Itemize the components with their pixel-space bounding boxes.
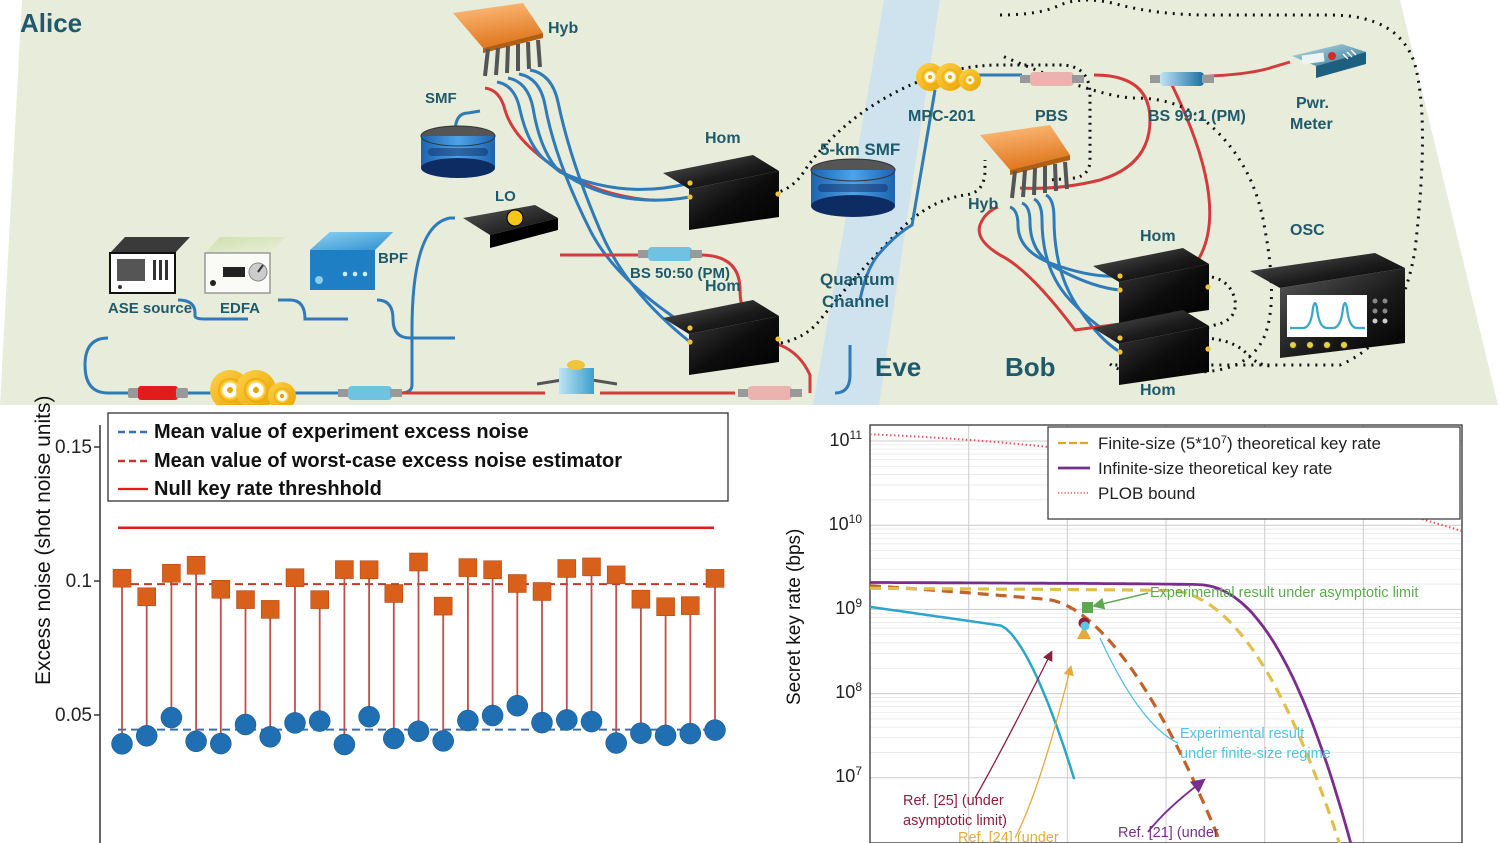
svg-text:PLOB bound: PLOB bound	[1098, 484, 1195, 503]
svg-text:1011: 1011	[830, 428, 863, 450]
svg-text:asymptotic limit): asymptotic limit)	[903, 813, 1007, 829]
svg-text:Ref. [25] (under: Ref. [25] (under	[903, 793, 1004, 809]
svg-text:109: 109	[835, 596, 862, 618]
svg-text:Ref. [21] (under: Ref. [21] (under	[1118, 825, 1219, 841]
svg-text:0.15: 0.15	[55, 437, 92, 458]
svg-text:Infinite-size theoretical key: Infinite-size theoretical key rate	[1098, 459, 1332, 478]
svg-text:Experimental result: Experimental result	[1180, 726, 1304, 742]
svg-text:0.05: 0.05	[55, 705, 92, 726]
svg-text:Finite-size (5*107) theoretica: Finite-size (5*107) theoretical key rate	[1098, 434, 1381, 453]
svg-text:Experimental result under asym: Experimental result under asymptotic lim…	[1150, 585, 1418, 601]
svg-text:107: 107	[835, 764, 862, 786]
svg-text:Null key rate threshhold: Null key rate threshhold	[154, 478, 382, 500]
svg-text:under finite-size regime: under finite-size regime	[1180, 746, 1331, 762]
svg-text:Ref. [24] (under: Ref. [24] (under	[958, 830, 1059, 843]
svg-text:Mean value of worst-case exces: Mean value of worst-case excess noise es…	[154, 450, 622, 472]
svg-text:1010: 1010	[829, 512, 863, 534]
svg-text:0.1: 0.1	[66, 571, 92, 592]
svg-text:Mean value of experiment exces: Mean value of experiment excess noise	[154, 421, 529, 443]
svg-text:108: 108	[835, 680, 862, 702]
